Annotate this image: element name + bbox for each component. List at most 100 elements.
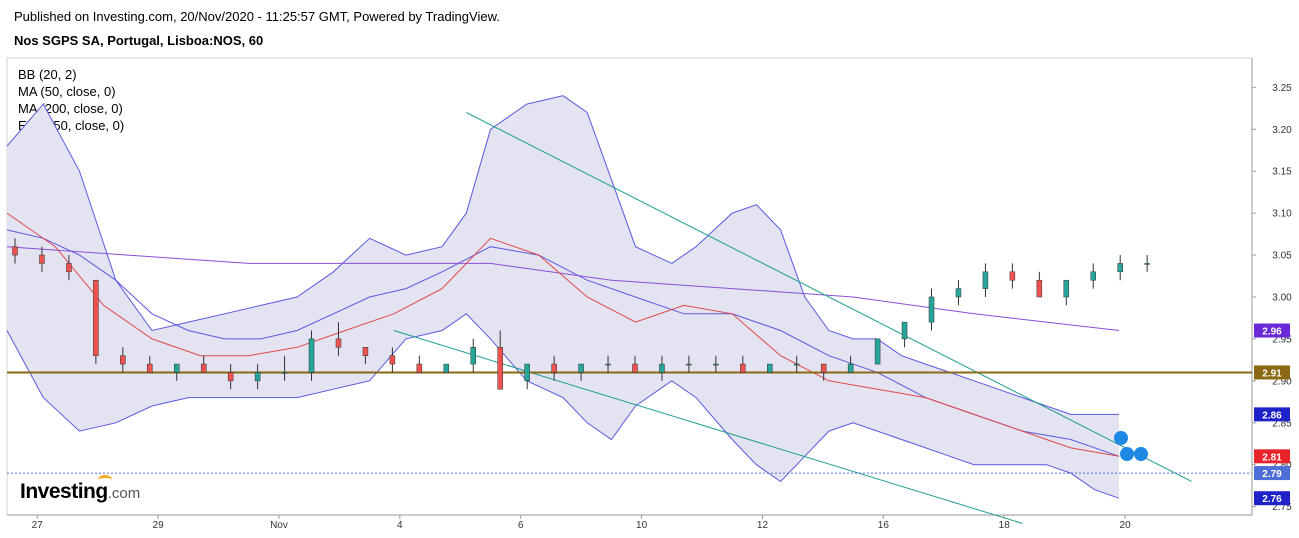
candle-body — [955, 288, 962, 298]
pivot-markers — [1114, 431, 1148, 461]
candle-body — [254, 372, 261, 382]
candle-body — [1063, 279, 1070, 298]
candle-body — [740, 363, 746, 373]
candle-body — [820, 363, 827, 373]
candle-body — [659, 363, 665, 373]
candle-body — [416, 363, 423, 373]
price-tick-label: 2.95 — [1272, 334, 1292, 345]
investing-logo: Investing.com — [20, 475, 141, 504]
time-tick-label: 16 — [878, 520, 890, 531]
bollinger-bands — [6, 95, 1120, 499]
price-tick-label: 3.00 — [1272, 292, 1292, 303]
time-tick-label: 18 — [999, 520, 1011, 531]
candle-body — [1144, 263, 1150, 265]
price-tag — [1254, 466, 1290, 481]
price-tag-label: 2.96 — [1262, 327, 1282, 338]
candle-body — [470, 347, 477, 365]
price-tag-label: 2.91 — [1262, 368, 1282, 379]
time-tick-label: 10 — [636, 520, 648, 531]
time-tick-label: 29 — [153, 520, 165, 531]
candle-body — [928, 296, 935, 323]
candle-body — [227, 372, 234, 382]
candle-body — [362, 347, 369, 356]
time-axis: 27 29 Nov 4 6 10 12 16 18 20 — [32, 515, 1131, 531]
price-axis: 3.25 3.20 3.15 3.10 3.05 3.00 2.95 2.90 2.85 2.80… — [1252, 83, 1292, 513]
price-tick-label: 2.90 — [1272, 376, 1292, 387]
price-tick-label: 3.25 — [1272, 83, 1292, 94]
candle-body — [200, 363, 207, 373]
price-tick-label: 3.20 — [1272, 125, 1292, 136]
candle-body — [147, 363, 153, 373]
candle-body — [120, 355, 126, 365]
pivot-marker-icon — [1134, 447, 1148, 461]
candle-body — [551, 363, 557, 373]
price-tag-label: 2.81 — [1262, 452, 1282, 463]
price-tick-label: 2.85 — [1272, 418, 1292, 429]
bollinger-fill — [7, 95, 1119, 499]
indicator-ma50[interactable]: MA (50, close, 0) — [18, 84, 116, 99]
candle-body — [389, 355, 396, 365]
moving-averages — [6, 212, 1120, 457]
candle-body — [1036, 279, 1043, 298]
price-tag — [1254, 407, 1290, 422]
candle-body — [66, 263, 72, 273]
logo-swoosh-icon — [98, 475, 112, 485]
candle-body — [308, 338, 315, 373]
ma200-line — [6, 246, 1120, 331]
time-tick-label: 27 — [32, 520, 44, 531]
candle-body — [901, 321, 908, 340]
price-tick-label: 3.05 — [1272, 251, 1292, 262]
candle-body — [767, 363, 773, 373]
candle-body — [578, 363, 584, 373]
price-tick-label: 3.10 — [1272, 209, 1292, 220]
candle-body — [1117, 263, 1123, 273]
symbol-title: Nos SGPS SA, Portugal, Lisboa:NOS, 60 — [14, 33, 264, 48]
price-tag — [1254, 365, 1290, 380]
candle-body — [1090, 271, 1096, 281]
price-tick-label: 2.80 — [1272, 460, 1292, 471]
candle-body — [713, 363, 719, 366]
ma50-line — [6, 212, 1120, 457]
candle-body — [874, 338, 881, 365]
time-tick-label: Nov — [270, 520, 288, 531]
candle-body — [12, 246, 18, 256]
price-tags: 2.96 2.91 2.86 2.81 2.79 2.76 — [1254, 323, 1290, 506]
candle-body — [93, 279, 99, 356]
price-tick-label: 2.75 — [1272, 502, 1292, 513]
price-tick-label: 3.15 — [1272, 167, 1292, 178]
candle-body — [982, 271, 989, 289]
bollinger-basis — [6, 229, 1120, 457]
price-tag — [1254, 323, 1290, 338]
time-tick-label: 12 — [757, 520, 769, 531]
candle-body — [686, 363, 692, 366]
candle-body — [39, 254, 45, 264]
price-tag-label: 2.79 — [1262, 469, 1282, 480]
candles — [12, 238, 1150, 390]
candle-body — [281, 372, 288, 374]
candle-body — [847, 363, 854, 373]
candle-body — [524, 363, 530, 382]
published-caption: Published on Investing.com, 20/Nov/2020 … — [14, 9, 500, 24]
candle-body — [443, 363, 450, 373]
trend-line-upper — [466, 112, 1192, 482]
bollinger-upper — [6, 95, 1119, 415]
price-tag-label: 2.86 — [1262, 410, 1282, 421]
price-tag — [1254, 491, 1290, 506]
candle-body — [632, 363, 638, 373]
logo-suffix: .com — [107, 485, 141, 502]
candle-body — [605, 363, 611, 366]
pivot-marker-icon — [1114, 431, 1128, 445]
time-tick-label: 6 — [518, 520, 524, 531]
logo-wordmark: Investing — [20, 480, 108, 503]
candle-body — [335, 338, 342, 348]
candle-body — [497, 347, 503, 390]
price-tag — [1254, 449, 1290, 464]
price-tag-label: 2.76 — [1262, 494, 1282, 505]
pivot-marker-icon — [1120, 447, 1134, 461]
candle-body — [793, 363, 800, 366]
indicator-bb[interactable]: BB (20, 2) — [18, 67, 77, 82]
candle-body — [1009, 271, 1016, 281]
time-tick-label: 4 — [397, 520, 403, 531]
time-tick-label: 20 — [1120, 520, 1132, 531]
